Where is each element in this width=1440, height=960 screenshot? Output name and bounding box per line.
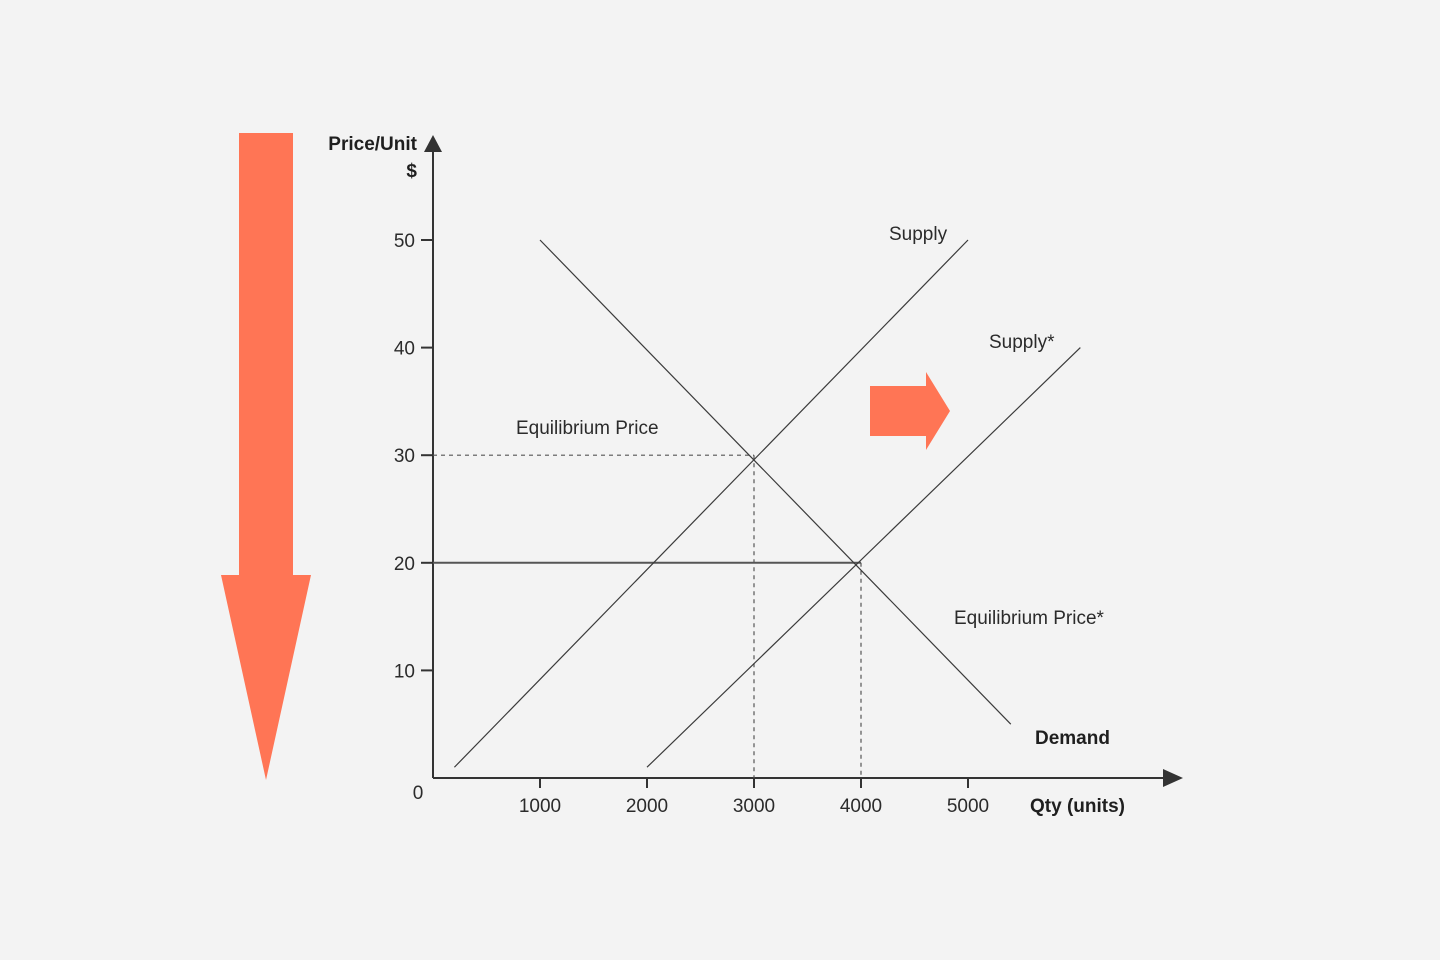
y-tick-label: 40 (394, 339, 415, 360)
series-label-supply-star: Supply* (989, 332, 1055, 353)
x-tick-label: 5000 (947, 796, 989, 817)
x-tick-label: 1000 (519, 796, 561, 817)
series-lines (453, 239, 1081, 768)
price-down-arrow (221, 133, 311, 780)
x-axis-arrowhead (1163, 769, 1183, 787)
series-line-supply-star (646, 347, 1081, 768)
series-line-demand (539, 239, 1012, 725)
y-tick-label: 20 (394, 554, 415, 575)
equilibrium-reference-lines (433, 454, 862, 778)
y-axis-arrowhead (424, 135, 442, 152)
series-line-supply (453, 239, 969, 768)
x-tick-label: 2000 (626, 796, 668, 817)
x-tick-label: 3000 (733, 796, 775, 817)
y-tick-label: 10 (394, 661, 415, 682)
y-axis-unit-label: $ (406, 161, 417, 182)
x-axis-label: Qty (units) (1030, 796, 1125, 817)
y-axis-label: Price/Unit (328, 134, 417, 155)
series-label-supply: Supply (889, 224, 948, 245)
equilibrium-price-label: Equilibrium Price (516, 418, 659, 439)
x-axis-ticks: 1000 2000 3000 4000 5000 (519, 778, 989, 817)
y-tick-label: 50 (394, 231, 415, 252)
y-axis-ticks: 10 20 30 40 50 (394, 231, 433, 682)
x-tick-label: 4000 (840, 796, 882, 817)
series-label-demand: Demand (1035, 728, 1110, 749)
y-tick-label: 30 (394, 446, 415, 467)
origin-label: 0 (413, 783, 424, 804)
supply-shift-right-arrow (870, 372, 950, 450)
equilibrium-price-star-label: Equilibrium Price* (954, 608, 1105, 629)
